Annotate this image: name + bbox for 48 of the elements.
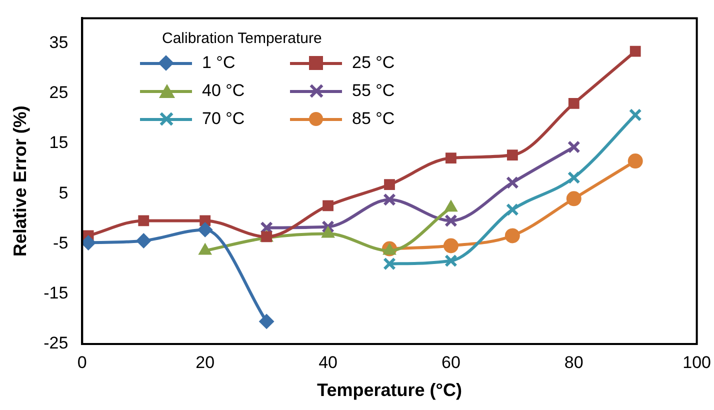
legend-label: 40 °C <box>202 81 245 101</box>
point <box>384 179 395 190</box>
x-tick-label: 0 <box>77 352 87 372</box>
point <box>567 140 580 154</box>
point <box>506 203 519 216</box>
y-tick-label: 25 <box>49 83 68 102</box>
point <box>630 46 641 57</box>
point <box>383 193 396 206</box>
y-tick-label: 15 <box>49 133 68 152</box>
point <box>136 233 152 248</box>
y-tick-label: 5 <box>58 183 68 202</box>
point <box>259 314 274 329</box>
x-tick-label: 60 <box>442 352 460 372</box>
y-tick-label: 35 <box>49 32 68 52</box>
point <box>506 150 518 160</box>
legend-label: 25 °C <box>352 53 395 73</box>
point <box>322 200 334 212</box>
point <box>628 108 642 122</box>
x-tick-label: 100 <box>682 352 712 372</box>
point <box>82 235 96 250</box>
point <box>138 215 150 226</box>
y-axis-title: Relative Error (%) <box>10 106 30 257</box>
point <box>383 257 396 270</box>
point <box>568 98 580 109</box>
y-tick-label: -15 <box>44 284 68 303</box>
x-tick-label: 20 <box>196 352 215 372</box>
point <box>198 222 213 238</box>
point <box>504 228 520 244</box>
x-tick-label: 40 <box>318 352 338 372</box>
point <box>506 176 519 190</box>
legend-label: 85 °C <box>352 109 395 129</box>
point <box>260 221 274 234</box>
point <box>322 220 334 234</box>
y-tick-label: -25 <box>44 334 68 353</box>
legend-label: 70 °C <box>202 109 245 129</box>
y-tick-label: -5 <box>53 233 68 252</box>
point <box>566 191 582 206</box>
point <box>628 154 643 169</box>
point <box>567 171 580 184</box>
x-tick-label: 80 <box>564 352 584 372</box>
point <box>446 152 456 164</box>
point <box>444 214 458 228</box>
point <box>444 254 458 268</box>
x-axis-title: Temperature (°C) <box>317 380 462 400</box>
legend-label: 1 °C <box>202 53 236 73</box>
legend-title: Calibration Temperature <box>162 30 323 47</box>
legend-label: 55 °C <box>352 81 395 101</box>
point <box>443 238 458 254</box>
